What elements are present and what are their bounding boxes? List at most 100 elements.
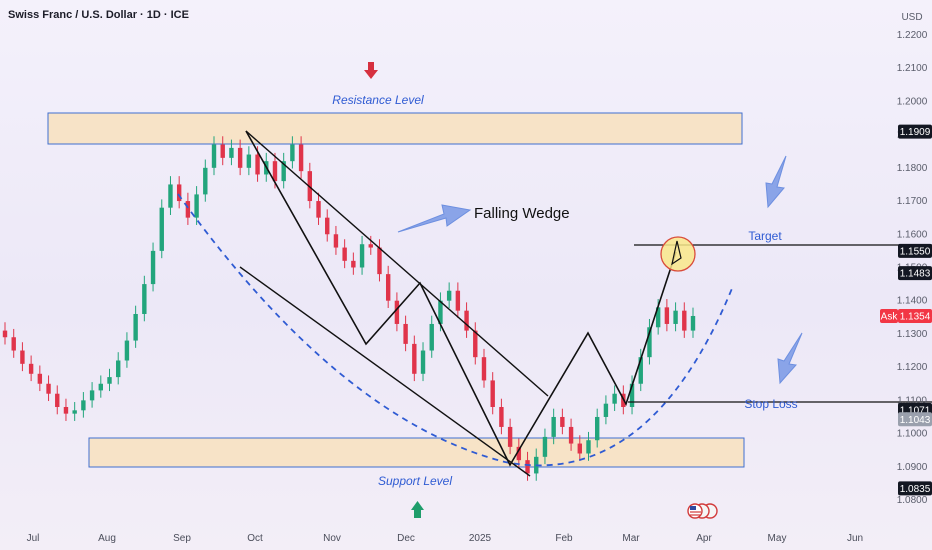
candle-body [682, 310, 687, 331]
candle-body [2, 330, 8, 338]
candle-body [481, 357, 487, 381]
candle-body [98, 383, 103, 391]
candle-body [55, 393, 60, 408]
candle-body [438, 300, 443, 324]
candle-body [176, 184, 182, 202]
candle-body [629, 383, 635, 408]
y-tick-label: 1.1100 [897, 395, 927, 406]
candle-body [37, 373, 43, 384]
candle-body [211, 144, 217, 168]
resistance-level-label: Resistance Level [332, 93, 424, 107]
candle-body [89, 390, 95, 401]
candle-body [133, 313, 138, 341]
price-tag-value: 1.1909 [900, 127, 931, 138]
price-tag: 1.1043 [898, 412, 932, 427]
candle-body [316, 201, 321, 218]
currency-label[interactable]: USD [901, 12, 922, 23]
candle-body [403, 323, 408, 344]
candle-body [290, 144, 295, 162]
y-tick-label: 1.1000 [897, 429, 928, 440]
resistance-zone [47, 112, 743, 145]
candle-body [220, 144, 225, 158]
candle-body [46, 383, 51, 394]
candle-body [673, 310, 678, 324]
price-path-line [245, 130, 677, 467]
wedge-arrow-icon [397, 204, 472, 233]
price-tag: Ask 1.1354 [880, 308, 932, 323]
candle-body [568, 426, 574, 444]
candle-body [647, 327, 652, 358]
candle-body [281, 161, 286, 182]
candle-body [420, 350, 426, 374]
candle-body [690, 315, 696, 331]
x-tick-label: Dec [397, 533, 415, 544]
candle-body [325, 217, 330, 235]
support-zone [88, 437, 745, 468]
candle-body [446, 290, 452, 301]
candle-body [351, 260, 356, 268]
candle-body [542, 436, 548, 457]
ask-label: Ask [881, 311, 899, 322]
target-pointer-icon [765, 155, 787, 209]
y-tick-label: 1.1600 [897, 229, 928, 240]
candle-body [237, 147, 243, 168]
candle-body [638, 357, 643, 384]
x-tick-label: May [768, 533, 787, 544]
candle-body [142, 284, 147, 314]
price-tag: 1.0835 [898, 481, 932, 496]
stop-pointer-icon [777, 332, 803, 385]
flag-events-icon[interactable] [687, 503, 718, 519]
y-tick-label: 1.1800 [897, 163, 928, 174]
candle-body [429, 323, 434, 351]
candle-body [394, 300, 400, 324]
candle-body [168, 184, 173, 208]
price-tag-value: 1.1043 [900, 415, 931, 426]
x-tick-label: Nov [323, 533, 341, 544]
candle-body [342, 247, 347, 261]
x-tick-label: Aug [98, 533, 116, 544]
arrow-down-icon [364, 62, 378, 79]
price-tag-value: 1.0835 [900, 484, 931, 495]
y-tick-label: 1.1200 [897, 362, 928, 373]
x-tick-label: Sep [173, 533, 191, 544]
candle-body [412, 343, 417, 374]
candle-body [551, 416, 556, 437]
falling-wedge-label: Falling Wedge [474, 205, 570, 222]
candle-body [595, 416, 600, 441]
candle-body [664, 307, 670, 324]
x-tick-label: Jul [27, 533, 40, 544]
candle-body [194, 194, 199, 218]
price-tag-value: 1.1071 [900, 405, 931, 416]
support-level-label: Support Level [378, 474, 452, 488]
wedge-lower-line [239, 266, 531, 477]
candle-body [255, 154, 260, 175]
candle-body [655, 307, 661, 328]
cup-curve [177, 193, 734, 467]
candle-body [298, 144, 304, 172]
candle-body [586, 440, 591, 454]
candle-body [499, 407, 504, 427]
candle-body [63, 407, 69, 414]
candle-body [507, 426, 513, 447]
candle-body [560, 416, 565, 427]
target-circle [660, 236, 696, 272]
symbol-title[interactable]: Swiss Franc / U.S. Dollar · 1D · ICE [8, 9, 189, 21]
candle-body [359, 244, 365, 268]
candle-body [272, 161, 278, 182]
candle-body [455, 290, 461, 311]
candle-body [203, 167, 208, 195]
candle-body [603, 403, 609, 417]
candle-body [516, 446, 522, 461]
candle-body [333, 234, 339, 248]
candle-body [577, 443, 582, 454]
candle-body [124, 340, 130, 361]
candle-body [246, 154, 252, 168]
time-axis[interactable]: Jul Aug Sep Oct Nov Dec 2025 Feb Mar Apr May Jun [27, 533, 863, 544]
stop-loss-label: Stop Loss [744, 397, 797, 411]
candle-body [185, 201, 191, 218]
y-tick-label: 1.1400 [897, 296, 928, 307]
y-tick-label: 1.2100 [897, 63, 928, 74]
